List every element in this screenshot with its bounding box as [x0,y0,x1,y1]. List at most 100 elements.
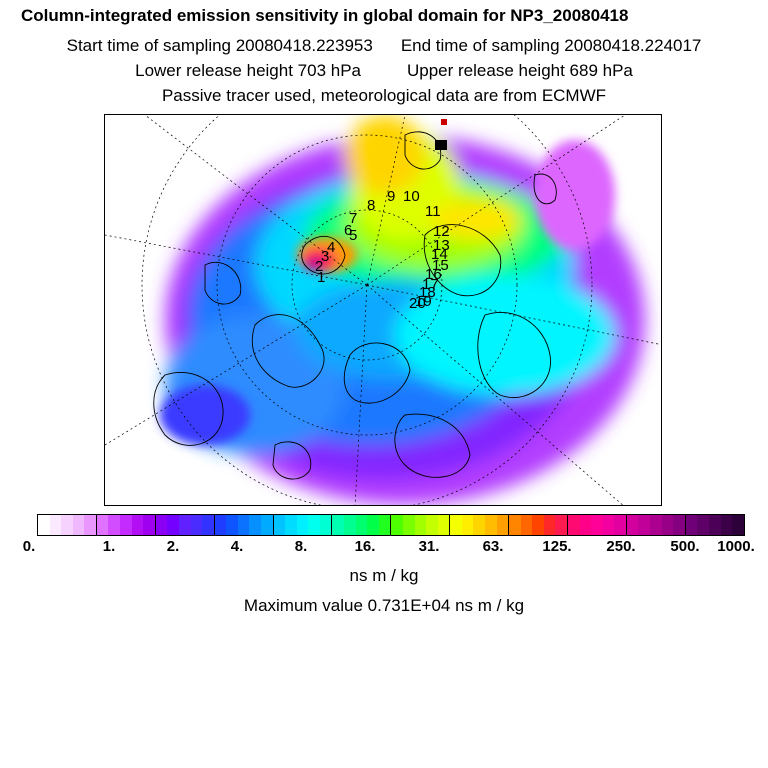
sensitivity-map: 1 2 3 4 5 6 7 8 9 10 11 12 13 14 15 16 17 18 19 20 [104,114,662,506]
colorbar-swatch [638,515,651,535]
trajectory-label: 20 [409,295,426,312]
release-heights: Lower release height 703 hPa Upper releas… [0,61,768,81]
end-time: End time of sampling 20080418.224017 [400,36,702,55]
trajectory-label: 7 [349,210,357,227]
colorbar-swatch [355,515,368,535]
trajectory-label: 3 [321,248,329,265]
colorbar-tick-label: 1. [102,538,116,555]
colorbar-tick-label: 16. [354,538,376,555]
trajectory-label: 13 [433,237,450,254]
colorbar-tick-label: 31. [418,538,440,555]
colorbar-swatch [84,515,97,535]
trajectory-label: 1 [317,269,325,286]
colorbar-swatch [426,515,438,535]
colorbar-swatch [673,515,686,535]
colorbar-swatch [285,515,297,535]
colorbar-swatch [414,515,427,535]
colorbar [37,514,745,536]
colorbar-swatch [108,515,121,535]
colorbar-swatch [591,515,603,535]
colorbar-swatch [131,515,144,535]
colorbar-swatch [708,515,721,535]
colorbar-swatch [344,515,356,535]
trajectory-label: 19 [415,293,432,310]
trajectory-label: 9 [387,188,395,205]
colorbar-swatch [49,515,62,535]
colorbar-swatch [520,515,533,535]
colorbar-swatch [38,515,50,535]
colorbar-swatch [450,515,462,535]
sensitivity-field [160,115,645,505]
colorbar-swatch [202,515,215,535]
colorbar-swatch [61,515,73,535]
trajectory-label: 18 [419,284,436,301]
colorbar-swatch [308,515,320,535]
colorbar-swatch [226,515,238,535]
max-value-marker [435,119,447,150]
upper-release-height: Upper release height 689 hPa [407,61,633,80]
colorbar-swatch [661,515,674,535]
colorbar-tick-label: 0. [22,538,36,555]
trajectory-label: 12 [433,223,450,240]
colorbar-tick-label: 1000. [717,538,755,555]
tracer-info: Passive tracer used, meteorological data… [161,86,607,105]
colorbar-swatch [602,515,615,535]
colorbar-swatch [214,515,227,535]
colorbar-swatch [484,515,497,535]
colorbar-tick-label: 500. [670,538,700,555]
colorbar-swatch [167,515,179,535]
colorbar-swatch [190,515,203,535]
start-time: Start time of sampling 20080418.223953 [66,36,373,55]
colorbar-swatch [461,515,474,535]
colorbar-swatch [614,515,627,535]
trajectory-label: 16 [425,266,442,283]
colorbar-swatch [378,515,392,535]
colorbar-tick-label: 8. [294,538,308,555]
colorbar-tick-label: 250. [606,538,636,555]
colorbar-swatch [697,515,709,535]
colorbar-swatch [367,515,379,535]
colorbar-swatch [391,515,403,535]
colorbar-units: ns m / kg [349,566,419,585]
colorbar-swatch [319,515,333,535]
sampling-times: Start time of sampling 20080418.223953 En… [0,36,768,56]
trajectory-label: 11 [425,203,441,220]
colorbar-swatch [532,515,544,535]
maximum-value: Maximum value 0.731E+04 ns m / kg [243,596,525,615]
graticule [105,115,661,505]
colorbar-swatch [473,515,485,535]
colorbar-swatch [568,515,580,535]
colorbar-swatch [720,515,733,535]
colorbar-swatch [650,515,662,535]
colorbar-swatch [496,515,510,535]
colorbar-swatch [120,515,132,535]
colorbar-swatch [96,515,109,535]
colorbar-swatch [249,515,261,535]
colorbar-swatch [555,515,569,535]
trajectory-label: 6 [344,222,352,239]
colorbar-swatch [402,515,415,535]
colorbar-swatch [72,515,85,535]
trajectory-label: 4 [327,239,335,256]
colorbar-swatch [579,515,592,535]
colorbar-swatch [543,515,556,535]
colorbar-swatch [626,515,639,535]
colorbar-swatch [509,515,521,535]
colorbar-swatch [296,515,309,535]
lower-release-height: Lower release height 703 hPa [135,61,361,80]
colorbar-swatch [143,515,156,535]
trajectory-label: 10 [403,188,420,205]
trajectory-label: 14 [431,246,448,263]
coastlines [153,131,557,480]
colorbar-tick-label: 4. [230,538,244,555]
colorbar-swatch [732,515,744,535]
colorbar-swatch [273,515,286,535]
colorbar-tick-label: 63. [482,538,504,555]
colorbar-swatch [332,515,345,535]
colorbar-tick-label: 2. [166,538,180,555]
colorbar-swatch [685,515,698,535]
colorbar-swatch [237,515,250,535]
colorbar-swatch [178,515,191,535]
